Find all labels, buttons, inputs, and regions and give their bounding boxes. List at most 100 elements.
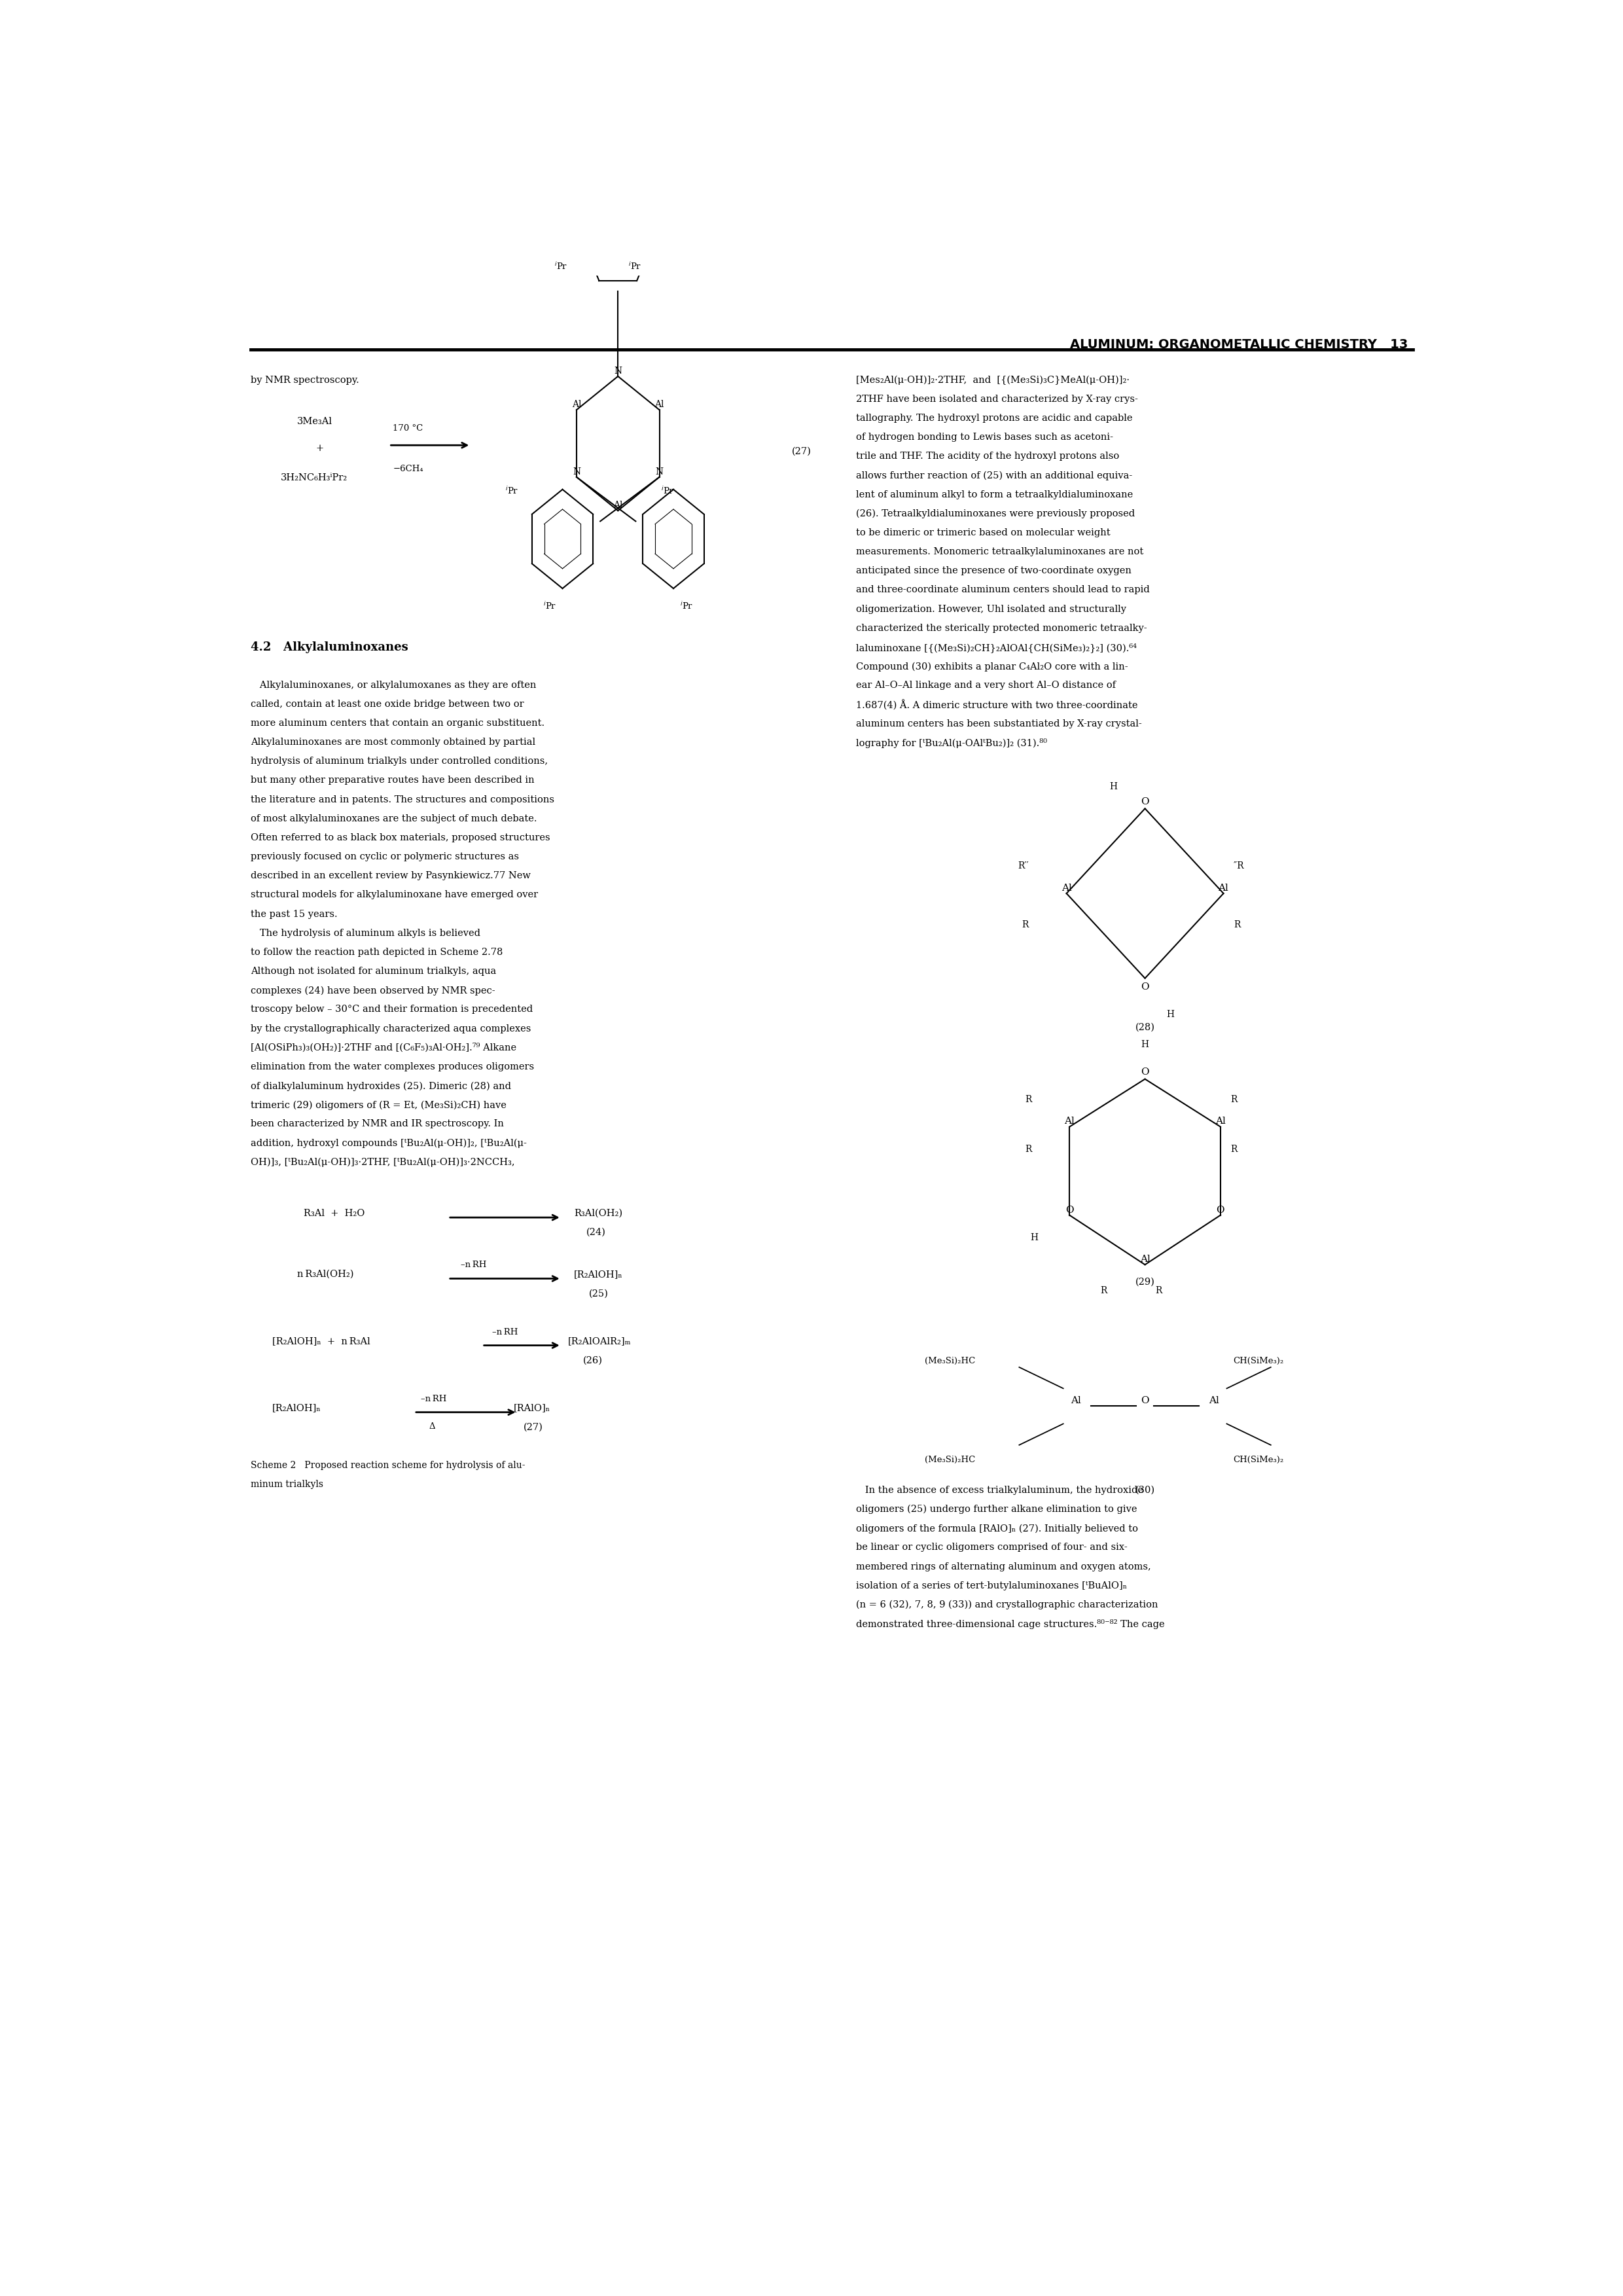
Text: (26): (26)	[583, 1355, 602, 1364]
Text: tallography. The hydroxyl protons are acidic and capable: tallography. The hydroxyl protons are ac…	[855, 413, 1133, 422]
Text: by NMR spectroscopy.: by NMR spectroscopy.	[250, 377, 359, 383]
Text: H: H	[1031, 1233, 1039, 1242]
Text: trile and THF. The acidity of the hydroxyl protons also: trile and THF. The acidity of the hydrox…	[855, 452, 1118, 461]
Text: OH)]₃, [ᵗBu₂Al(μ-OH)]₃·2THF, [ᵗBu₂Al(μ-OH)]₃·2NCCH₃,: OH)]₃, [ᵗBu₂Al(μ-OH)]₃·2THF, [ᵗBu₂Al(μ-O…	[250, 1157, 514, 1166]
Text: (n = 6 (32), 7, 8, 9 (33)) and crystallographic characterization: (n = 6 (32), 7, 8, 9 (33)) and crystallo…	[855, 1600, 1157, 1609]
Text: [RAlO]ₙ: [RAlO]ₙ	[513, 1403, 550, 1412]
Text: been characterized by NMR and IR spectroscopy. In: been characterized by NMR and IR spectro…	[250, 1120, 503, 1130]
Text: of dialkylaluminum hydroxides (25). Dimeric (28) and: of dialkylaluminum hydroxides (25). Dime…	[250, 1081, 511, 1091]
Text: (25): (25)	[589, 1288, 609, 1297]
Text: Although not isolated for aluminum trialkyls, aqua: Although not isolated for aluminum trial…	[250, 967, 497, 976]
Text: R₃Al(OH₂): R₃Al(OH₂)	[575, 1208, 623, 1217]
Text: Al: Al	[1065, 1116, 1074, 1125]
Text: the past 15 years.: the past 15 years.	[250, 909, 338, 918]
Text: R: R	[1026, 1095, 1032, 1104]
Text: R: R	[1233, 921, 1240, 930]
Text: −6CH₄: −6CH₄	[393, 464, 424, 473]
Text: $^i$Pr: $^i$Pr	[505, 487, 518, 496]
Text: 1.687(4) Å. A dimeric structure with two three-coordinate: 1.687(4) Å. A dimeric structure with two…	[855, 700, 1138, 712]
Text: (30): (30)	[1134, 1486, 1156, 1495]
Text: –n RH: –n RH	[420, 1394, 446, 1403]
Text: 4.2   Alkylaluminoxanes: 4.2 Alkylaluminoxanes	[250, 641, 409, 654]
Text: O: O	[1141, 797, 1149, 806]
Text: Alkylaluminoxanes, or alkylalumoxanes as they are often: Alkylaluminoxanes, or alkylalumoxanes as…	[250, 680, 536, 689]
Text: 2THF have been isolated and characterized by X-ray crys-: 2THF have been isolated and characterize…	[855, 395, 1138, 404]
Text: oligomers (25) undergo further alkane elimination to give: oligomers (25) undergo further alkane el…	[855, 1504, 1136, 1513]
Text: (27): (27)	[524, 1424, 544, 1433]
Text: oligomerization. However, Uhl isolated and structurally: oligomerization. However, Uhl isolated a…	[855, 604, 1126, 613]
Text: to follow the reaction path depicted in Scheme 2.78: to follow the reaction path depicted in …	[250, 948, 503, 957]
Text: measurements. Monomeric tetraalkylaluminoxanes are not: measurements. Monomeric tetraalkylalumin…	[855, 546, 1143, 556]
Text: $^i$Pr: $^i$Pr	[628, 262, 641, 271]
Text: lography for [ᵗBu₂Al(μ-OAlᵗBu₂)]₂ (31).⁸⁰: lography for [ᵗBu₂Al(μ-OAlᵗBu₂)]₂ (31).⁸…	[855, 739, 1047, 748]
Text: more aluminum centers that contain an organic substituent.: more aluminum centers that contain an or…	[250, 719, 545, 728]
Text: aluminum centers has been substantiated by X-ray crystal-: aluminum centers has been substantiated …	[855, 719, 1141, 728]
Text: –n RH: –n RH	[492, 1327, 518, 1336]
Text: $^i$Pr: $^i$Pr	[680, 602, 693, 611]
Text: structural models for alkylaluminoxane have emerged over: structural models for alkylaluminoxane h…	[250, 891, 539, 900]
Text: (Me₃Si)₂HC: (Me₃Si)₂HC	[925, 1456, 975, 1465]
Text: called, contain at least one oxide bridge between two or: called, contain at least one oxide bridg…	[250, 700, 524, 709]
Text: ′′R: ′′R	[1233, 861, 1245, 870]
Text: ALUMINUM: ORGANOMETALLIC CHEMISTRY   13: ALUMINUM: ORGANOMETALLIC CHEMISTRY 13	[1070, 338, 1407, 351]
Text: H: H	[1110, 783, 1118, 792]
Text: addition, hydroxyl compounds [ᵗBu₂Al(μ-OH)]₂, [ᵗBu₂Al(μ-: addition, hydroxyl compounds [ᵗBu₂Al(μ-O…	[250, 1139, 527, 1148]
Text: (29): (29)	[1134, 1277, 1154, 1286]
Text: Al: Al	[1219, 884, 1229, 893]
Text: Often referred to as black box materials, proposed structures: Often referred to as black box materials…	[250, 833, 550, 843]
Text: H: H	[1167, 1010, 1173, 1019]
Text: N: N	[573, 466, 581, 475]
Text: $^i$Pr: $^i$Pr	[555, 262, 568, 271]
Text: O: O	[1141, 1068, 1149, 1077]
Text: of hydrogen bonding to Lewis bases such as acetoni-: of hydrogen bonding to Lewis bases such …	[855, 432, 1113, 441]
Text: [R₂AlOH]ₙ: [R₂AlOH]ₙ	[575, 1270, 623, 1279]
Text: [R₂AlOH]ₙ: [R₂AlOH]ₙ	[273, 1403, 321, 1412]
Text: (27): (27)	[792, 448, 812, 457]
Text: N: N	[613, 367, 622, 377]
Text: n R₃Al(OH₂): n R₃Al(OH₂)	[297, 1270, 354, 1279]
Text: [R₂AlOAlR₂]ₘ: [R₂AlOAlR₂]ₘ	[568, 1336, 631, 1345]
Text: R: R	[1022, 921, 1029, 930]
Text: O: O	[1065, 1205, 1074, 1215]
Text: +: +	[316, 443, 325, 452]
Text: demonstrated three-dimensional cage structures.⁸⁰⁻⁸² The cage: demonstrated three-dimensional cage stru…	[855, 1619, 1164, 1630]
Text: O: O	[1141, 1396, 1149, 1405]
Text: be linear or cyclic oligomers comprised of four- and six-: be linear or cyclic oligomers comprised …	[855, 1543, 1126, 1552]
Text: isolation of a series of tert-butylaluminoxanes [ᵗBuAlO]ₙ: isolation of a series of tert-butylalumi…	[855, 1582, 1126, 1591]
Text: Al: Al	[1209, 1396, 1219, 1405]
Text: laluminoxane [{(Me₃Si)₂CH}₂AlOAl{CH(SiMe₃)₂}₂] (30).⁶⁴: laluminoxane [{(Me₃Si)₂CH}₂AlOAl{CH(SiMe…	[855, 643, 1136, 652]
Text: 170 °C: 170 °C	[393, 425, 424, 432]
Text: –n RH: –n RH	[461, 1261, 487, 1270]
Text: lent of aluminum alkyl to form a tetraalkyldialuminoxane: lent of aluminum alkyl to form a tetraal…	[855, 489, 1133, 498]
Text: (28): (28)	[1134, 1022, 1156, 1031]
Text: Al: Al	[571, 400, 581, 409]
Text: of most alkylaluminoxanes are the subject of much debate.: of most alkylaluminoxanes are the subjec…	[250, 815, 537, 824]
Text: H: H	[1141, 1040, 1149, 1049]
Text: allows further reaction of (25) with an additional equiva-: allows further reaction of (25) with an …	[855, 471, 1131, 480]
Text: R: R	[1230, 1095, 1237, 1104]
Text: CH(SiMe₃)₂: CH(SiMe₃)₂	[1233, 1357, 1284, 1366]
Text: oligomers of the formula [RAlO]ₙ (27). Initially believed to: oligomers of the formula [RAlO]ₙ (27). I…	[855, 1525, 1138, 1534]
Text: CH(SiMe₃)₂: CH(SiMe₃)₂	[1233, 1456, 1284, 1465]
Text: anticipated since the presence of two-coordinate oxygen: anticipated since the presence of two-co…	[855, 567, 1131, 576]
Text: the literature and in patents. The structures and compositions: the literature and in patents. The struc…	[250, 794, 555, 804]
Text: The hydrolysis of aluminum alkyls is believed: The hydrolysis of aluminum alkyls is bel…	[250, 928, 480, 937]
Text: 3Me₃Al: 3Me₃Al	[297, 418, 333, 427]
Text: but many other preparative routes have been described in: but many other preparative routes have b…	[250, 776, 534, 785]
Text: Al: Al	[1071, 1396, 1081, 1405]
Text: minum trialkyls: minum trialkyls	[250, 1479, 323, 1488]
Text: described in an excellent review by Pasynkiewicz.77 New: described in an excellent review by Pasy…	[250, 870, 531, 879]
Text: Al: Al	[613, 501, 623, 510]
Text: characterized the sterically protected monomeric tetraalky-: characterized the sterically protected m…	[855, 625, 1147, 634]
Text: $^i$Pr: $^i$Pr	[544, 602, 557, 611]
Text: [Mes₂Al(μ-OH)]₂·2THF,  and  [{(Me₃Si)₃C}MeAl(μ-OH)]₂·: [Mes₂Al(μ-OH)]₂·2THF, and [{(Me₃Si)₃C}Me…	[855, 377, 1130, 386]
Text: Al: Al	[1061, 884, 1071, 893]
Text: R: R	[1230, 1143, 1237, 1153]
Text: Al: Al	[1139, 1256, 1151, 1265]
Text: and three-coordinate aluminum centers should lead to rapid: and three-coordinate aluminum centers sh…	[855, 585, 1149, 595]
Text: R: R	[1100, 1286, 1107, 1295]
Text: $^i$Pr: $^i$Pr	[661, 487, 674, 496]
Text: O: O	[1216, 1205, 1225, 1215]
Text: troscopy below – 30°C and their formation is precedented: troscopy below – 30°C and their formatio…	[250, 1006, 532, 1015]
Text: In the absence of excess trialkylaluminum, the hydroxide: In the absence of excess trialkylaluminu…	[855, 1486, 1143, 1495]
